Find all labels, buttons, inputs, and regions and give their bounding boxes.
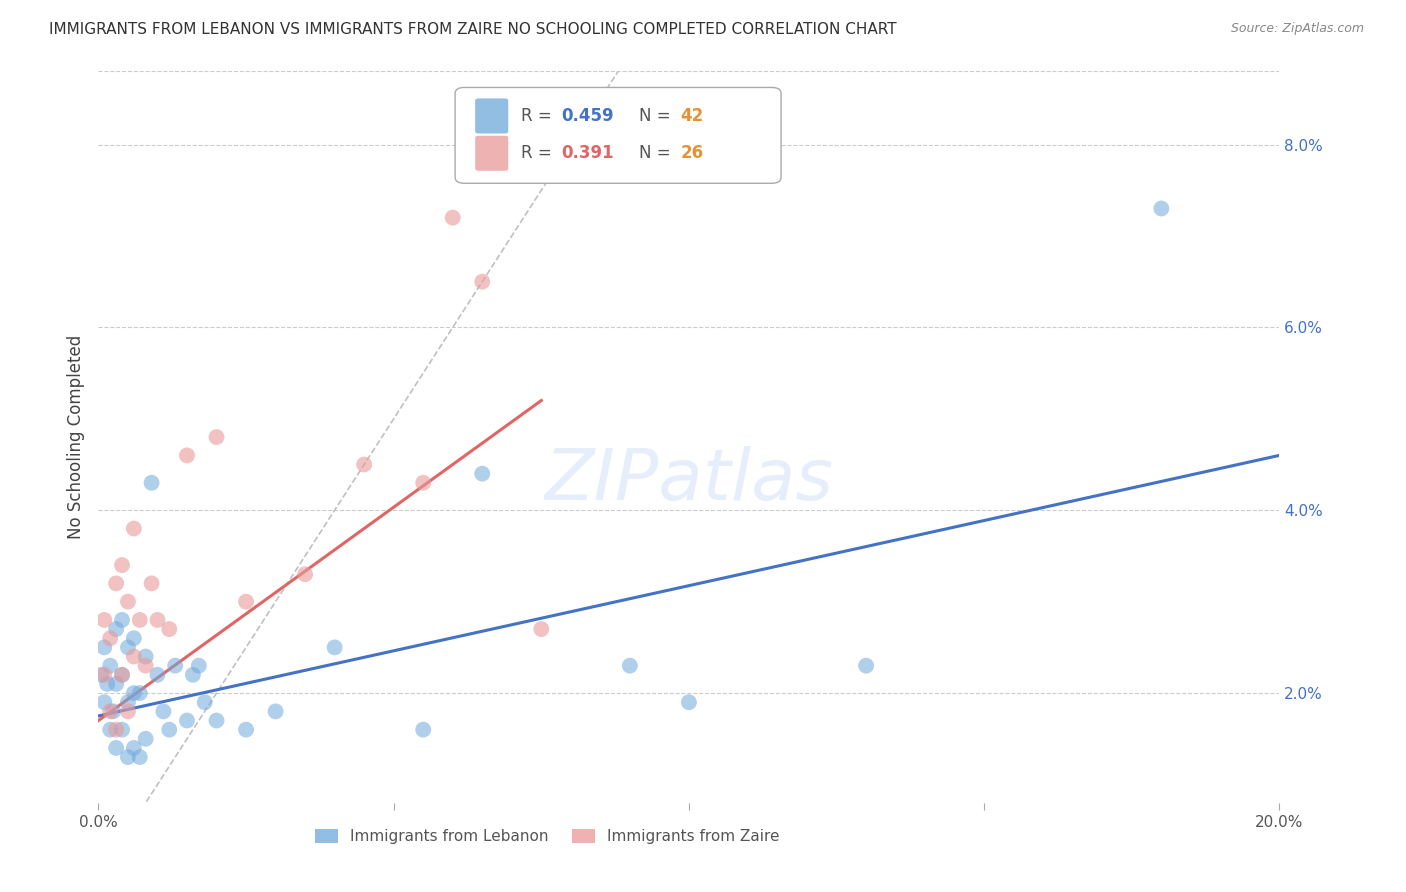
Y-axis label: No Schooling Completed: No Schooling Completed xyxy=(66,335,84,539)
Point xyxy=(111,723,134,737)
Point xyxy=(471,467,494,481)
Point xyxy=(165,658,187,673)
Point xyxy=(294,567,316,582)
Point xyxy=(176,448,198,462)
Point xyxy=(105,622,128,636)
Point xyxy=(96,677,118,691)
Text: 26: 26 xyxy=(681,145,704,162)
Point xyxy=(98,723,121,737)
Point xyxy=(181,667,204,682)
Point xyxy=(117,640,139,655)
Point xyxy=(122,686,145,700)
Point xyxy=(157,723,180,737)
Point xyxy=(111,613,134,627)
Point xyxy=(235,594,257,608)
Point xyxy=(105,576,128,591)
Text: 42: 42 xyxy=(681,107,704,125)
Text: N =: N = xyxy=(640,107,676,125)
Point xyxy=(141,576,163,591)
Point xyxy=(117,594,139,608)
Point xyxy=(187,658,209,673)
Point xyxy=(105,723,128,737)
Point xyxy=(105,677,128,691)
Point xyxy=(122,632,145,646)
Point xyxy=(1150,202,1173,216)
Point xyxy=(441,211,464,225)
Point xyxy=(855,658,877,673)
Point xyxy=(135,731,157,746)
Point xyxy=(205,714,228,728)
Point xyxy=(93,695,115,709)
Point xyxy=(135,649,157,664)
Point xyxy=(619,658,641,673)
Point xyxy=(146,667,169,682)
Text: R =: R = xyxy=(522,145,557,162)
Point xyxy=(93,613,115,627)
Point xyxy=(141,475,163,490)
Point xyxy=(471,275,494,289)
Text: 0.391: 0.391 xyxy=(561,145,614,162)
Point xyxy=(117,695,139,709)
Point xyxy=(323,640,346,655)
Point xyxy=(194,695,217,709)
Text: 0.459: 0.459 xyxy=(561,107,614,125)
Text: N =: N = xyxy=(640,145,676,162)
Point xyxy=(122,740,145,755)
Point xyxy=(128,613,150,627)
Point xyxy=(135,658,157,673)
Point xyxy=(530,622,553,636)
Point xyxy=(117,750,139,764)
Point xyxy=(111,667,134,682)
Point xyxy=(205,430,228,444)
Point xyxy=(412,475,434,490)
Point xyxy=(117,705,139,719)
Point xyxy=(176,714,198,728)
Point xyxy=(353,458,375,472)
Point xyxy=(93,667,115,682)
Point xyxy=(122,649,145,664)
Point xyxy=(235,723,257,737)
Text: Source: ZipAtlas.com: Source: ZipAtlas.com xyxy=(1230,22,1364,36)
Point xyxy=(111,558,134,573)
FancyBboxPatch shape xyxy=(475,98,508,134)
Point xyxy=(678,695,700,709)
Point xyxy=(90,667,112,682)
Point xyxy=(122,521,145,535)
Point xyxy=(105,740,128,755)
Text: R =: R = xyxy=(522,107,557,125)
Point xyxy=(93,640,115,655)
Point xyxy=(146,613,169,627)
FancyBboxPatch shape xyxy=(475,136,508,171)
Point xyxy=(98,705,121,719)
Text: IMMIGRANTS FROM LEBANON VS IMMIGRANTS FROM ZAIRE NO SCHOOLING COMPLETED CORRELAT: IMMIGRANTS FROM LEBANON VS IMMIGRANTS FR… xyxy=(49,22,897,37)
Point xyxy=(152,705,174,719)
Point xyxy=(103,705,125,719)
Point xyxy=(128,686,150,700)
Point xyxy=(128,750,150,764)
Point xyxy=(98,658,121,673)
Text: ZIPatlas: ZIPatlas xyxy=(544,447,834,516)
Point xyxy=(264,705,287,719)
FancyBboxPatch shape xyxy=(456,87,782,183)
Point xyxy=(412,723,434,737)
Point xyxy=(111,667,134,682)
Point xyxy=(157,622,180,636)
Point xyxy=(98,632,121,646)
Legend: Immigrants from Lebanon, Immigrants from Zaire: Immigrants from Lebanon, Immigrants from… xyxy=(309,822,786,850)
